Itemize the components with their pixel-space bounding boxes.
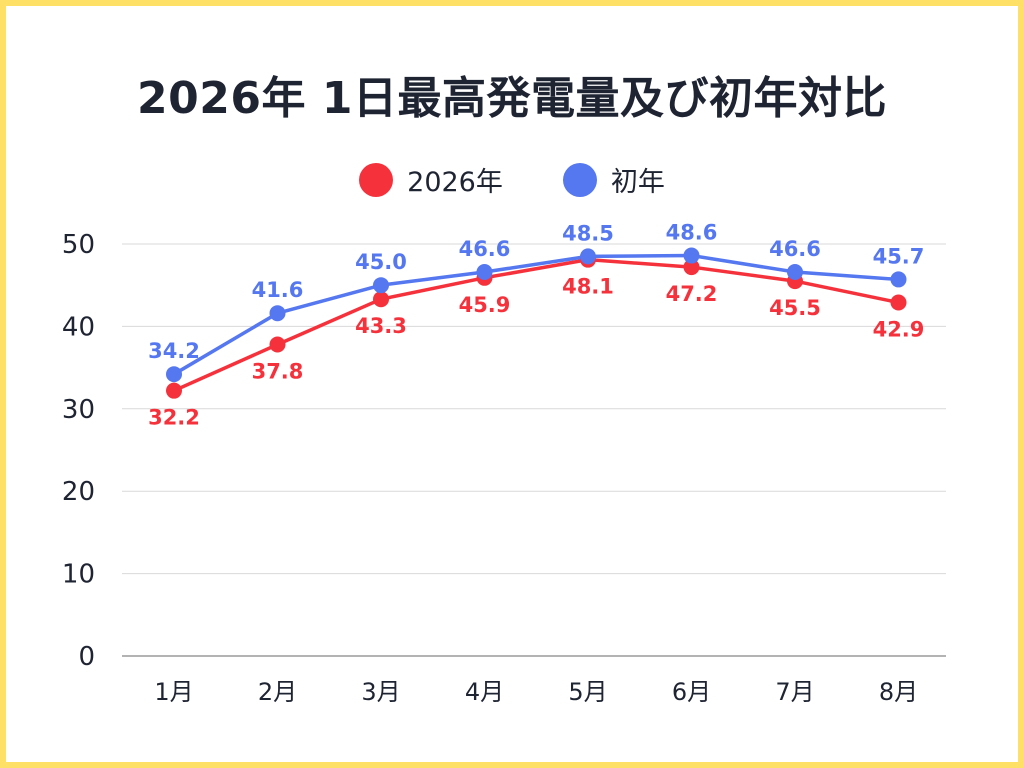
legend-marker-2026: [359, 162, 394, 197]
data-label-s1-4: 46.6: [459, 237, 511, 261]
data-label-s0-1: 32.2: [148, 406, 200, 430]
data-point-s1-4: [476, 264, 493, 281]
data-label-s0-4: 45.9: [459, 293, 511, 317]
data-point-s0-8: [890, 294, 907, 311]
y-tick-label-30: 30: [62, 395, 95, 425]
data-label-s0-6: 47.2: [666, 282, 718, 306]
legend-label-2026: 2026年: [407, 167, 503, 198]
data-point-s0-2: [269, 336, 286, 353]
x-tick-label-8: 8月: [879, 678, 918, 706]
legend: 2026年 初年: [0, 160, 1024, 199]
x-tick-label-1: 1月: [154, 678, 193, 706]
series-line-1: [173, 253, 899, 376]
y-tick-label-10: 10: [62, 560, 95, 590]
data-label-s1-7: 46.6: [769, 237, 821, 261]
data-point-s0-1: [166, 382, 182, 399]
data-label-s0-8: 42.9: [873, 318, 925, 342]
data-label-s1-2: 41.6: [252, 278, 304, 302]
x-tick-label-7: 7月: [775, 678, 814, 706]
data-point-s1-8: [890, 271, 907, 288]
y-tick-label-50: 50: [62, 230, 95, 260]
legend-marker-first-year: [562, 162, 597, 197]
data-label-s1-5: 48.5: [562, 221, 614, 245]
data-label-s0-3: 43.3: [355, 314, 407, 338]
x-tick-label-6: 6月: [672, 678, 711, 706]
data-point-s1-7: [787, 264, 803, 281]
data-point-s1-6: [683, 247, 700, 264]
data-label-s1-1: 34.2: [148, 339, 200, 363]
data-label-s0-5: 48.1: [562, 275, 614, 299]
series-line-0: [173, 257, 899, 393]
x-tick-label-3: 3月: [361, 678, 400, 706]
legend-item-first-year: 初年: [562, 160, 665, 199]
y-tick-label-20: 20: [62, 477, 95, 507]
data-point-s1-2: [269, 305, 286, 322]
x-tick-label-5: 5月: [568, 678, 607, 706]
y-tick-label-40: 40: [62, 312, 95, 342]
legend-item-2026: 2026年: [359, 160, 503, 199]
data-point-s1-1: [166, 366, 182, 383]
legend-label-first-year: 初年: [610, 167, 665, 198]
x-tick-label-4: 4月: [465, 678, 504, 706]
data-point-s1-3: [373, 277, 389, 294]
data-point-s0-3: [373, 291, 389, 308]
data-point-s1-5: [580, 248, 596, 265]
data-label-s0-2: 37.8: [252, 360, 304, 384]
x-tick-label-2: 2月: [258, 678, 297, 706]
y-tick-label-0: 0: [78, 642, 95, 672]
data-label-s1-6: 48.6: [666, 221, 718, 245]
data-label-s1-3: 45.0: [355, 250, 407, 274]
chart-title: 2026年 1日最高発電量及び初年対比: [137, 73, 887, 124]
data-label-s1-8: 45.7: [873, 244, 925, 268]
data-label-s0-7: 45.5: [769, 296, 821, 320]
data-point-s0-6: [683, 259, 700, 276]
